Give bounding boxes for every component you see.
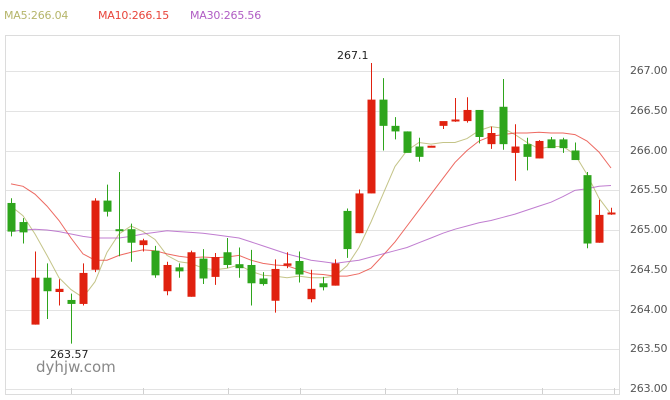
candle — [487, 126, 496, 149]
candle — [55, 279, 64, 306]
candle — [571, 142, 580, 161]
candle — [511, 124, 520, 181]
min-price-annotation: 263.57 — [50, 348, 89, 361]
candle — [211, 253, 220, 285]
candle — [595, 199, 604, 243]
candle — [559, 137, 568, 153]
y-axis-label: 266.50 — [630, 103, 668, 117]
candle — [199, 249, 208, 285]
candle — [331, 259, 340, 286]
candle — [283, 252, 292, 269]
candle — [7, 198, 16, 237]
y-axis-label: 264.50 — [630, 262, 668, 276]
candle — [427, 145, 436, 148]
y-axis-label: 265.50 — [630, 182, 668, 196]
candle — [43, 263, 52, 320]
candle — [547, 136, 556, 149]
candle — [475, 109, 484, 144]
candle — [223, 237, 232, 269]
candle — [151, 245, 160, 278]
candle — [499, 78, 508, 150]
y-axis-label: 263.50 — [630, 341, 668, 355]
y-axis-label: 267.00 — [630, 63, 668, 77]
candles — [7, 63, 616, 344]
candle — [463, 97, 472, 123]
ma30-line — [10, 185, 612, 264]
y-axis-label: 264.00 — [630, 302, 668, 316]
candle — [127, 223, 136, 262]
candle — [67, 293, 76, 344]
candle — [295, 251, 304, 283]
candle — [403, 131, 412, 153]
candle — [319, 276, 328, 291]
candle — [175, 263, 184, 278]
candle — [115, 171, 124, 257]
candle — [439, 121, 448, 130]
x-axis-ticks — [71, 388, 615, 394]
candle — [259, 272, 268, 286]
ma10-line — [10, 131, 612, 277]
candle — [379, 78, 388, 151]
candle — [19, 218, 28, 244]
candle — [583, 171, 592, 249]
candle — [355, 189, 364, 234]
watermark: dyhjw.com — [36, 358, 116, 376]
grid-lines — [6, 71, 620, 390]
candle — [607, 207, 616, 215]
candle — [91, 198, 100, 273]
candle — [391, 117, 400, 140]
candle — [187, 250, 196, 297]
candle — [103, 184, 112, 217]
legend-ma10: MA10:266.15 — [98, 9, 170, 22]
y-axis-label: 263.00 — [630, 381, 668, 395]
legend-ma30: MA30:265.56 — [190, 9, 262, 22]
max-price-annotation: 267.1 — [337, 49, 369, 62]
candle — [535, 140, 544, 159]
y-axis-label: 266.00 — [630, 143, 668, 157]
candle — [451, 98, 460, 122]
y-axis-label: 265.00 — [630, 222, 668, 236]
candle — [163, 261, 172, 296]
candle — [271, 259, 280, 313]
candle — [139, 238, 148, 252]
candle — [79, 263, 88, 306]
candle — [235, 247, 244, 278]
candle — [307, 269, 316, 303]
candle — [31, 251, 40, 325]
candle — [343, 208, 352, 258]
candle — [415, 137, 424, 162]
candle — [367, 63, 376, 194]
candle — [523, 137, 532, 171]
candle — [247, 249, 256, 306]
legend-ma5: MA5:266.04 — [4, 9, 69, 22]
plot-frame — [5, 35, 620, 395]
